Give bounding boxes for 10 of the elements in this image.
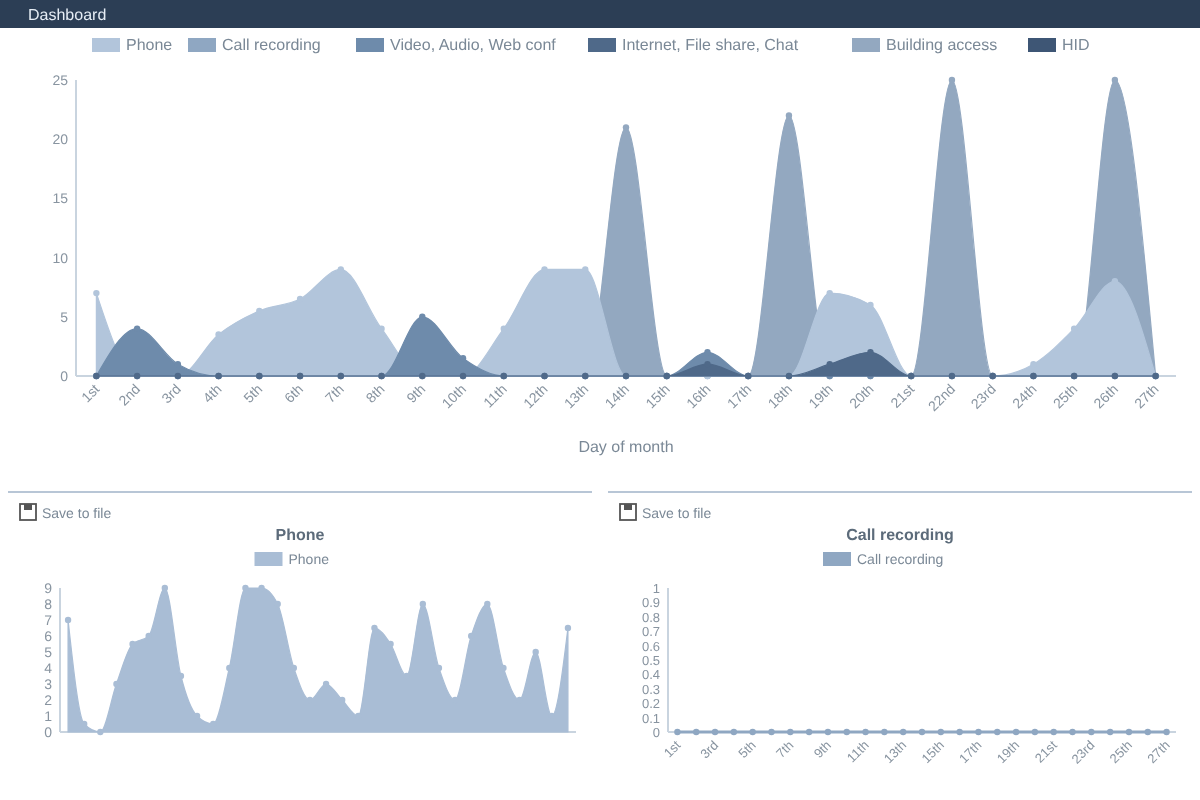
legend-label: Call recording	[222, 36, 321, 54]
x-axis-title: Day of month	[578, 438, 674, 456]
text: Dashboard	[28, 6, 107, 24]
legend-label: Phone	[126, 36, 174, 54]
legend-label: HID	[1062, 36, 1090, 54]
legend-label: Building access	[886, 36, 998, 54]
legend-label: Internet, File share, Chat	[622, 36, 800, 54]
chart-title: Call recording	[846, 526, 955, 544]
chart-title: Phone	[275, 526, 326, 544]
legend-label: Video, Audio, Web conf	[390, 36, 558, 54]
